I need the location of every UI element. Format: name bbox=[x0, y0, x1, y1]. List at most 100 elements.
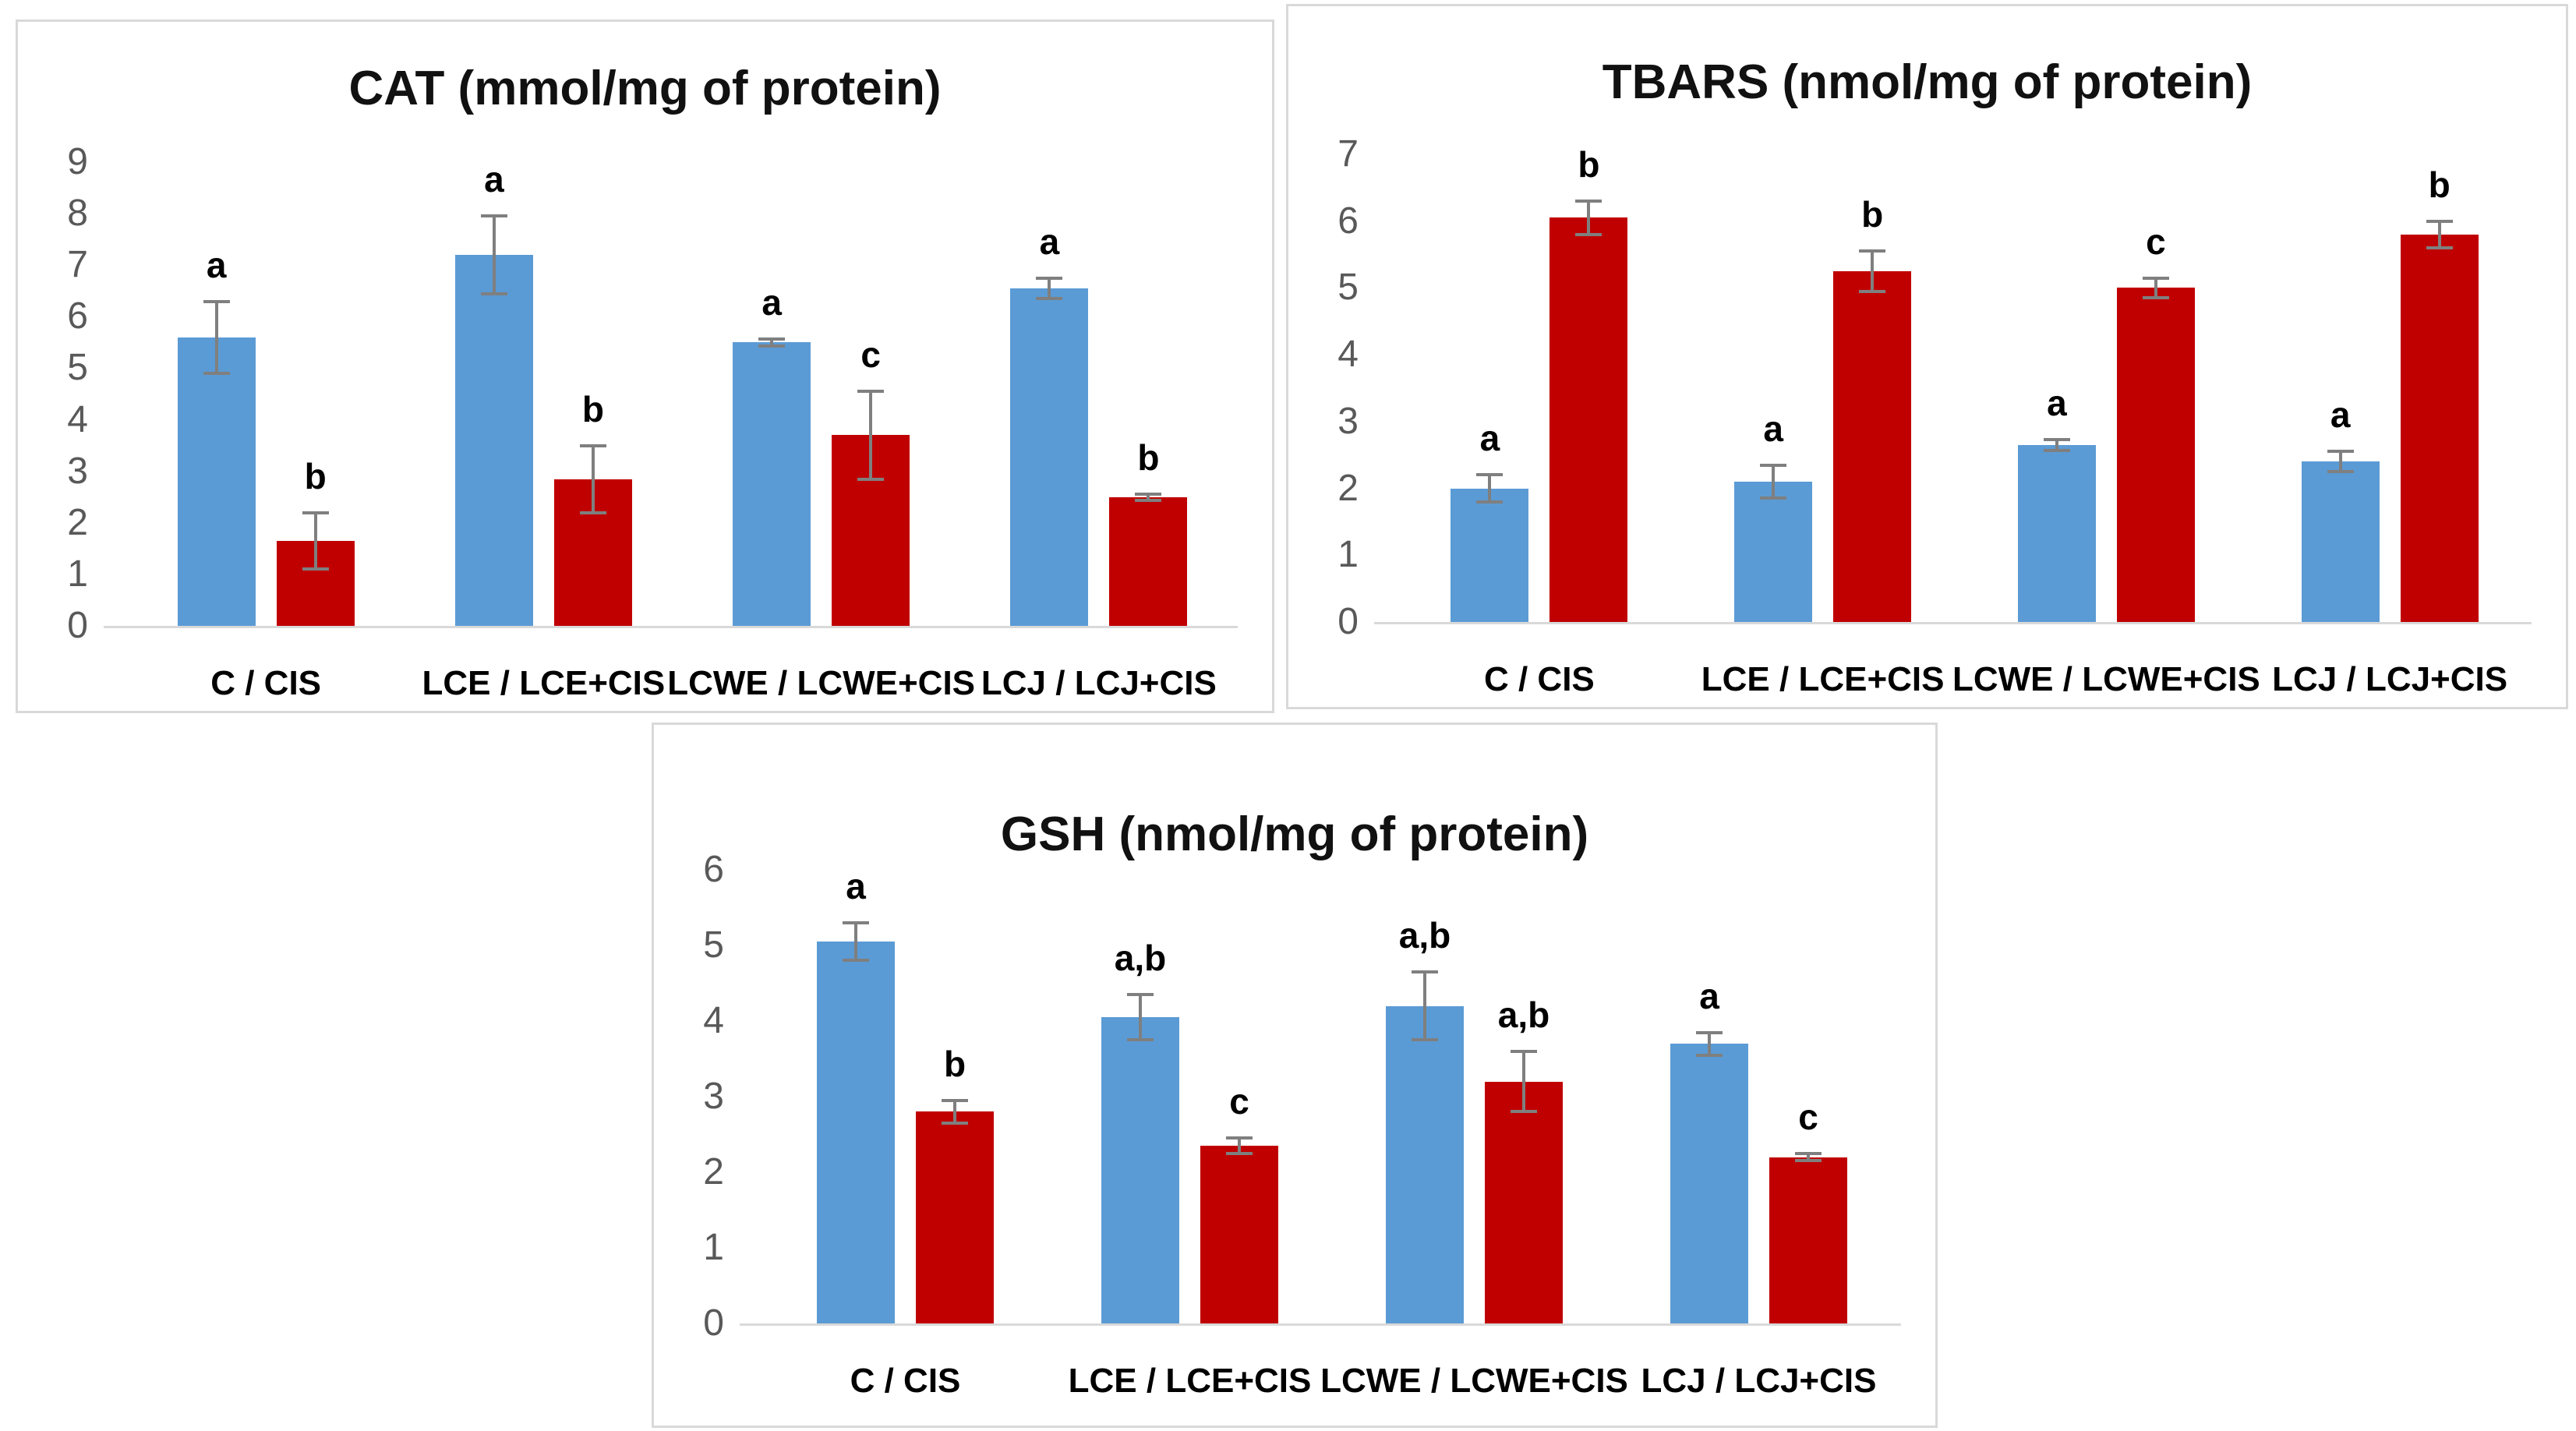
y-axis-tick: 6 bbox=[1337, 200, 1359, 242]
significance-letter: b bbox=[943, 1043, 966, 1084]
error-bar-cap-bottom bbox=[1135, 498, 1162, 502]
bar-blue bbox=[1734, 482, 1813, 622]
bar-blue bbox=[177, 337, 256, 626]
y-axis-tick: 4 bbox=[67, 398, 88, 440]
error-bar-cap-top bbox=[1696, 1030, 1723, 1034]
gsh-chart-panel: GSH (nmol/mg of protein) 0 1 2 3 4 5 6 C / CIS a b… bbox=[652, 723, 1938, 1428]
error-bar-cap-bottom bbox=[2043, 448, 2070, 452]
error-bar-cap-top bbox=[2327, 450, 2354, 454]
y-axis-tick: 3 bbox=[1337, 400, 1359, 442]
error-bar-cap-top bbox=[2142, 276, 2169, 280]
bar-red bbox=[1769, 1157, 1847, 1323]
error-bar-cap-bottom bbox=[1412, 1038, 1438, 1042]
significance-letter: b bbox=[1861, 194, 1884, 235]
bar-blue bbox=[2017, 444, 2096, 622]
error-bar-cap-bottom bbox=[302, 567, 329, 571]
x-category-label: LCWE / LCWE+CIS bbox=[667, 664, 976, 702]
error-bar-cap-bottom bbox=[579, 511, 606, 514]
significance-letter: c bbox=[860, 334, 881, 376]
bar-red bbox=[2400, 234, 2479, 622]
error-bar-line bbox=[2055, 440, 2058, 450]
y-axis-tick: 5 bbox=[703, 924, 724, 966]
error-bar-cap-bottom bbox=[1127, 1038, 1154, 1042]
error-bar-cap-bottom bbox=[1575, 232, 1602, 236]
y-axis-tick: 6 bbox=[703, 849, 724, 890]
x-category-label: LCE / LCE+CIS bbox=[1068, 1362, 1312, 1400]
error-bar-line bbox=[1708, 1032, 1711, 1055]
error-bar-cap-bottom bbox=[1795, 1159, 1822, 1163]
bar-red bbox=[1833, 271, 1912, 622]
x-axis-line bbox=[104, 626, 1238, 628]
error-bar-line bbox=[1807, 1153, 1810, 1161]
y-axis-tick: 2 bbox=[1337, 467, 1359, 509]
significance-letter: a bbox=[1039, 221, 1060, 262]
error-bar-line bbox=[1139, 995, 1142, 1041]
error-bar-line bbox=[492, 216, 496, 294]
error-bar-cap-top bbox=[1036, 276, 1063, 280]
x-category-label: C / CIS bbox=[850, 1362, 961, 1400]
x-category-label: LCJ / LCJ+CIS bbox=[981, 664, 1217, 702]
bar-blue bbox=[733, 342, 811, 626]
significance-letter: a bbox=[206, 244, 227, 285]
significance-letter: a,b bbox=[1114, 938, 1167, 979]
bar-blue bbox=[1451, 488, 1529, 622]
y-axis-tick: 2 bbox=[703, 1151, 724, 1192]
significance-letter: c bbox=[1798, 1096, 1818, 1137]
bar-blue bbox=[817, 942, 895, 1323]
significance-letter: b bbox=[304, 455, 327, 496]
y-axis-tick: 0 bbox=[703, 1302, 724, 1344]
error-bar-line bbox=[1048, 277, 1051, 299]
error-bar-line bbox=[1871, 251, 1875, 292]
y-axis-tick: 1 bbox=[703, 1227, 724, 1268]
error-bar-line bbox=[2154, 277, 2157, 299]
x-axis-line bbox=[1374, 622, 2532, 624]
x-category-label: LCE / LCE+CIS bbox=[422, 664, 666, 702]
error-bar-line bbox=[214, 301, 218, 374]
y-axis-tick: 6 bbox=[67, 295, 88, 337]
y-axis-tick: 0 bbox=[67, 605, 88, 646]
error-bar-cap-top bbox=[857, 390, 885, 394]
bar-blue bbox=[454, 255, 533, 626]
x-category-label: C / CIS bbox=[1483, 660, 1595, 698]
x-axis-line bbox=[740, 1323, 1901, 1326]
significance-letter: a bbox=[1699, 975, 1719, 1016]
y-axis-tick: 7 bbox=[1337, 133, 1359, 175]
error-bar-line bbox=[591, 445, 595, 513]
y-axis-tick: 8 bbox=[67, 193, 88, 235]
significance-letter: b bbox=[1578, 144, 1600, 185]
error-bar-cap-bottom bbox=[942, 1121, 968, 1125]
error-bar-cap-top bbox=[1412, 970, 1438, 973]
error-bar-line bbox=[1423, 971, 1426, 1041]
error-bar-cap-bottom bbox=[1696, 1053, 1723, 1057]
error-bar-cap-top bbox=[942, 1098, 968, 1102]
error-bar-line bbox=[313, 512, 317, 570]
error-bar-cap-top bbox=[2043, 438, 2070, 441]
significance-letter: a bbox=[2047, 383, 2067, 423]
y-axis-tick: 1 bbox=[67, 553, 88, 595]
bar-red bbox=[916, 1111, 994, 1323]
error-bar-line bbox=[1488, 475, 1492, 502]
error-bar-cap-bottom bbox=[843, 959, 869, 963]
error-bar-line bbox=[1522, 1051, 1525, 1112]
bar-blue bbox=[1386, 1005, 1464, 1323]
error-bar-line bbox=[1772, 465, 1776, 499]
significance-letter: a bbox=[1479, 418, 1500, 459]
y-axis-tick: 4 bbox=[1337, 334, 1359, 376]
error-bar-cap-bottom bbox=[857, 477, 885, 481]
y-axis-tick: 1 bbox=[1337, 534, 1359, 576]
error-bar-cap-bottom bbox=[1511, 1110, 1537, 1114]
bar-blue bbox=[1010, 288, 1089, 626]
y-axis-tick: 9 bbox=[67, 141, 88, 182]
error-bar-cap-top bbox=[302, 511, 329, 514]
significance-letter: a bbox=[761, 281, 782, 323]
y-axis-tick: 7 bbox=[67, 244, 88, 286]
error-bar-line bbox=[869, 391, 873, 479]
error-bar-line bbox=[770, 338, 774, 346]
significance-letter: a bbox=[484, 159, 504, 200]
error-bar-cap-top bbox=[1127, 993, 1154, 997]
error-bar-cap-top bbox=[2426, 219, 2453, 223]
tbars-chart-panel: TBARS (nmol/mg of protein) 0 1 2 3 4 5 6 7 C / CI… bbox=[1286, 4, 2568, 709]
error-bar-line bbox=[1587, 201, 1591, 235]
chart-title: GSH (nmol/mg of protein) bbox=[1000, 807, 1589, 861]
